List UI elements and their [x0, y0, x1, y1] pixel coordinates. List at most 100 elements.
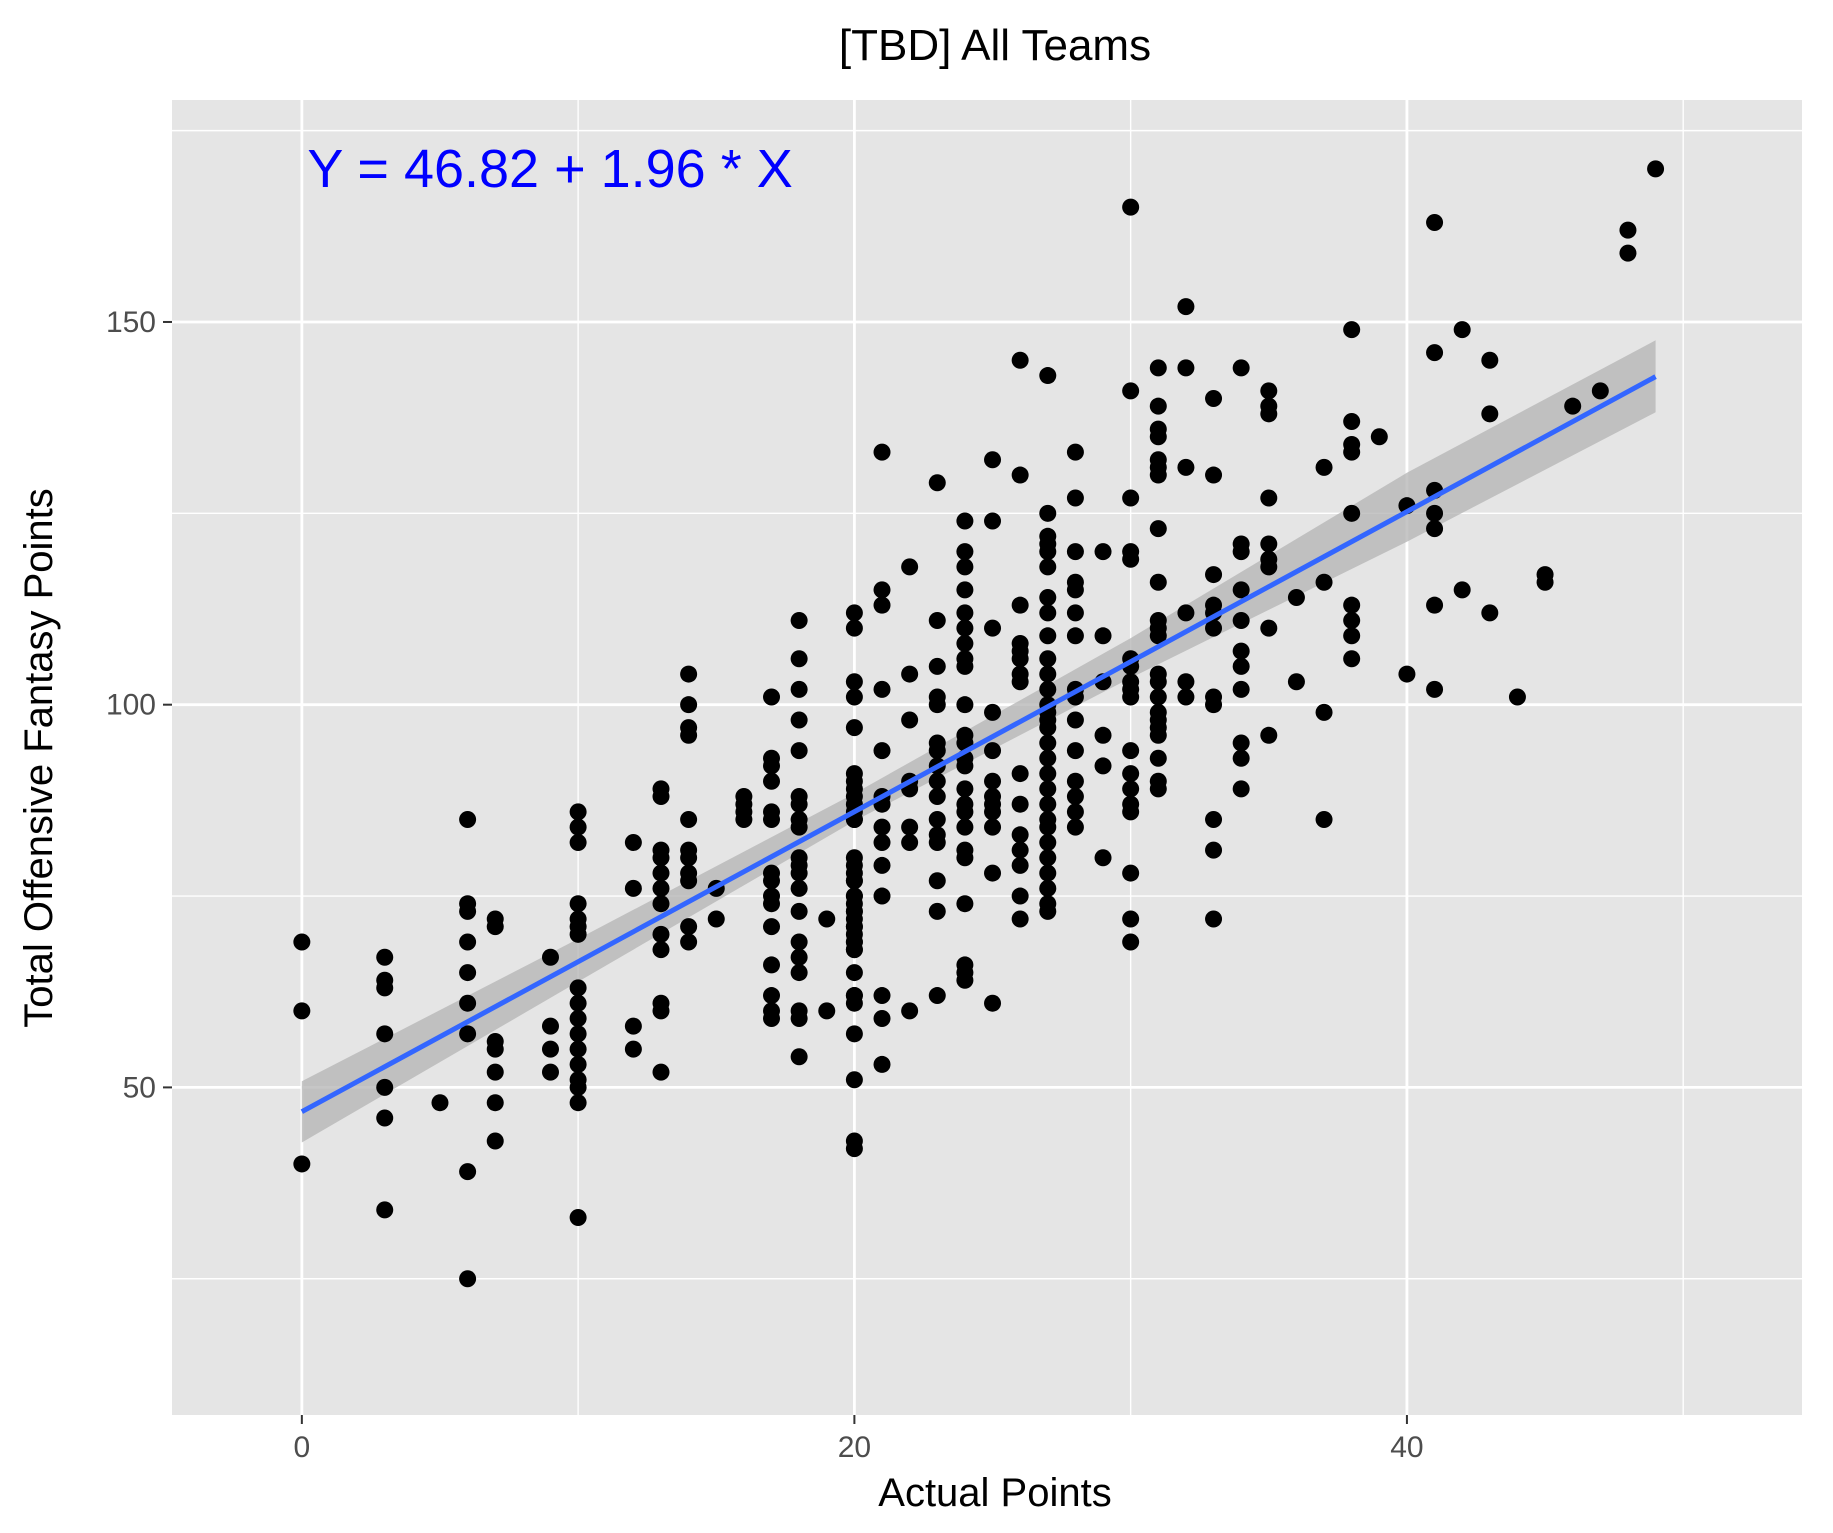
- data-point: [1315, 573, 1333, 591]
- data-point: [1011, 826, 1029, 844]
- data-point: [707, 910, 725, 928]
- data-point: [680, 665, 698, 683]
- data-point: [1481, 604, 1499, 622]
- regression-line: [300, 374, 1657, 1114]
- data-point: [1177, 604, 1195, 622]
- data-point: [901, 833, 919, 851]
- data-point: [928, 696, 946, 714]
- data-point: [652, 788, 670, 806]
- data-point: [1149, 726, 1167, 744]
- data-point: [1122, 489, 1140, 507]
- data-point: [569, 1094, 587, 1112]
- data-point: [1149, 428, 1167, 446]
- data-point: [1426, 213, 1444, 231]
- data-point: [1011, 856, 1029, 874]
- data-point: [1232, 642, 1250, 660]
- data-point: [1039, 902, 1057, 920]
- data-point: [790, 964, 808, 982]
- data-point: [1232, 611, 1250, 629]
- data-point: [459, 964, 477, 982]
- data-point: [624, 1040, 642, 1058]
- data-point: [1149, 688, 1167, 706]
- data-point: [984, 619, 1002, 637]
- data-point: [873, 742, 891, 760]
- data-points: [293, 160, 1665, 1288]
- data-point: [1122, 742, 1140, 760]
- data-point: [1122, 198, 1140, 216]
- data-point: [818, 910, 836, 928]
- data-point: [1232, 543, 1250, 561]
- data-point: [763, 772, 781, 790]
- data-point: [569, 1209, 587, 1227]
- x-tick-label: 20: [838, 1431, 871, 1464]
- data-point: [1205, 619, 1223, 637]
- data-point: [790, 1010, 808, 1028]
- regression-equation: Y = 46.82 + 1.96 * X: [307, 139, 792, 199]
- y-tick-label: 100: [106, 689, 156, 722]
- data-point: [1426, 520, 1444, 538]
- data-point: [1426, 596, 1444, 614]
- data-point: [1122, 688, 1140, 706]
- data-point: [956, 780, 974, 798]
- data-point: [873, 833, 891, 851]
- data-point: [1149, 673, 1167, 691]
- data-point: [293, 1155, 311, 1173]
- data-point: [1066, 803, 1084, 821]
- data-point: [1536, 573, 1554, 591]
- data-point: [763, 757, 781, 775]
- data-point: [1481, 405, 1499, 423]
- data-point: [790, 864, 808, 882]
- data-point: [376, 948, 394, 966]
- data-point: [680, 918, 698, 936]
- data-point: [1122, 780, 1140, 798]
- data-point: [652, 879, 670, 897]
- data-point: [569, 925, 587, 943]
- y-tick-label: 150: [106, 306, 156, 339]
- chart-title: [TBD] All Teams: [839, 21, 1151, 70]
- data-point: [928, 742, 946, 760]
- data-point: [376, 1078, 394, 1096]
- data-point: [459, 994, 477, 1012]
- data-point: [1343, 611, 1361, 629]
- data-point: [790, 795, 808, 813]
- data-point: [1232, 680, 1250, 698]
- data-point: [763, 810, 781, 828]
- data-point: [845, 941, 863, 959]
- data-point: [569, 1010, 587, 1028]
- data-point: [1149, 573, 1167, 591]
- data-point: [845, 872, 863, 890]
- data-point: [928, 833, 946, 851]
- data-point: [680, 872, 698, 890]
- data-point: [845, 719, 863, 737]
- data-point: [1205, 810, 1223, 828]
- data-point: [1039, 665, 1057, 683]
- data-point: [845, 673, 863, 691]
- data-point: [1287, 673, 1305, 691]
- data-point: [1232, 780, 1250, 798]
- data-point: [486, 918, 504, 936]
- data-point: [873, 581, 891, 599]
- data-point: [928, 772, 946, 790]
- axis-ticks: [163, 320, 1408, 1424]
- data-point: [1260, 489, 1278, 507]
- data-point: [901, 818, 919, 836]
- data-point: [1066, 818, 1084, 836]
- data-point: [1039, 780, 1057, 798]
- data-point: [956, 849, 974, 867]
- data-point: [486, 1040, 504, 1058]
- data-point: [956, 512, 974, 530]
- data-point: [1647, 160, 1665, 178]
- data-point: [956, 604, 974, 622]
- data-point: [1039, 734, 1057, 752]
- data-point: [1343, 321, 1361, 339]
- data-point: [459, 1270, 477, 1288]
- data-point: [680, 933, 698, 951]
- data-point: [790, 879, 808, 897]
- data-point: [790, 650, 808, 668]
- data-point: [1039, 627, 1057, 645]
- data-point: [459, 1025, 477, 1043]
- data-point: [1039, 558, 1057, 576]
- data-point: [790, 933, 808, 951]
- x-tick-label: 0: [294, 1431, 311, 1464]
- data-point: [873, 1010, 891, 1028]
